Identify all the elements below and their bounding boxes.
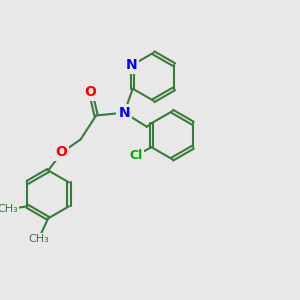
Text: N: N: [125, 58, 137, 72]
Text: CH₃: CH₃: [0, 204, 18, 214]
Text: Cl: Cl: [129, 149, 142, 162]
Text: CH₃: CH₃: [28, 235, 49, 244]
Text: O: O: [85, 85, 96, 98]
Text: N: N: [118, 106, 130, 120]
Text: O: O: [55, 145, 67, 159]
